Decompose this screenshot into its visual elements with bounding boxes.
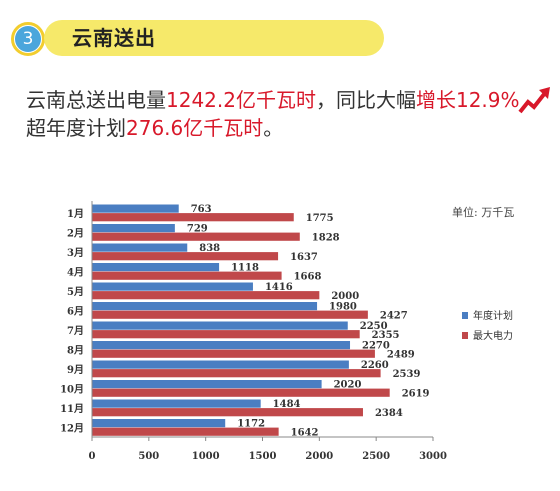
plan-bar (92, 399, 261, 408)
headline-surplus-value: 276.6亿千瓦时 (126, 116, 264, 140)
section-title: 云南送出 (72, 26, 156, 50)
plan-bar (92, 302, 318, 311)
headline-text: 。 (263, 116, 284, 140)
section-header-bar (44, 20, 384, 56)
plan-bar (92, 380, 322, 389)
category-label: 2月 (67, 227, 84, 239)
max-power-bar (92, 349, 375, 358)
plan-value-label: 1484 (273, 399, 301, 410)
plan-bar (92, 243, 188, 252)
plan-bar (92, 360, 349, 369)
max-power-value-label: 2619 (402, 388, 430, 399)
plan-value-label: 838 (199, 243, 220, 254)
max-power-value-label: 1668 (294, 271, 322, 282)
max-power-value-label: 1637 (290, 252, 318, 263)
category-label: 10月 (60, 383, 84, 395)
max-power-bar (92, 291, 320, 300)
max-power-value-label: 2489 (387, 349, 415, 360)
headline-text: 超年度计划 (26, 116, 126, 140)
headline-growth-value: 增长12.9% (415, 88, 520, 112)
x-tick-label: 1500 (249, 451, 277, 462)
max-power-value-label: 1642 (291, 427, 319, 438)
max-power-value-label: 2539 (393, 369, 421, 380)
plan-value-label: 1172 (237, 419, 265, 430)
max-power-value-label: 1775 (306, 213, 334, 224)
max-power-value-label: 2355 (372, 330, 400, 341)
plan-value-label: 1980 (329, 302, 357, 313)
x-tick-label: 3000 (419, 451, 447, 462)
section-number: 3 (15, 26, 41, 52)
plan-bar (92, 282, 253, 291)
x-tick-label: 500 (138, 451, 159, 462)
max-power-bar (92, 310, 368, 319)
headline-line-2: 超年度计划276.6亿千瓦时。 (26, 113, 283, 143)
category-label: 8月 (67, 344, 84, 356)
plan-value-label: 2250 (360, 321, 388, 332)
plan-value-label: 1118 (231, 263, 259, 274)
headline-total-value: 1242.2亿千瓦时 (166, 88, 316, 112)
legend-swatch (462, 332, 468, 339)
plan-bar (92, 321, 348, 330)
unit-label: 单位: 万千瓦 (452, 205, 514, 219)
max-power-bar (92, 252, 279, 261)
plan-bar (92, 204, 179, 213)
max-power-value-label: 2384 (375, 408, 403, 419)
category-label: 4月 (67, 266, 84, 278)
plan-value-label: 2260 (361, 360, 389, 371)
category-label: 11月 (60, 403, 84, 415)
upward-trend-arrow-icon (518, 87, 550, 114)
headline-text: 云南总送出电量 (26, 88, 166, 112)
plan-value-label: 763 (191, 204, 212, 215)
max-power-value-label: 2427 (380, 310, 408, 321)
max-power-value-label: 2000 (331, 291, 359, 302)
plan-bar (92, 263, 220, 272)
category-label: 9月 (67, 364, 84, 376)
plan-value-label: 2020 (334, 380, 362, 391)
category-label: 12月 (60, 422, 84, 434)
legend-label: 年度计划 (473, 309, 513, 322)
max-power-bar (92, 330, 360, 339)
headline-line-1: 云南总送出电量1242.2亿千瓦时，同比大幅增长12.9% (26, 85, 520, 115)
x-tick-label: 1000 (192, 451, 220, 462)
legend-label: 最大电力 (473, 329, 513, 342)
category-label: 3月 (67, 247, 84, 259)
x-tick-label: 2000 (305, 451, 333, 462)
plan-bar (92, 224, 175, 233)
category-label: 1月 (67, 208, 84, 220)
max-power-bar (92, 213, 294, 222)
plan-value-label: 1416 (265, 282, 293, 293)
plan-value-label: 2270 (362, 341, 390, 352)
plan-bar (92, 341, 351, 350)
x-tick-label: 0 (89, 451, 96, 462)
max-power-value-label: 1828 (312, 232, 340, 243)
max-power-bar (92, 408, 363, 417)
plan-value-label: 729 (187, 224, 208, 235)
max-power-bar (92, 369, 381, 378)
max-power-bar (92, 427, 279, 436)
x-tick-label: 2500 (362, 451, 390, 462)
plan-bar (92, 419, 226, 428)
max-power-bar (92, 232, 300, 241)
headline-text: ，同比大幅 (315, 88, 416, 112)
max-power-bar (92, 271, 282, 280)
category-label: 6月 (67, 305, 84, 317)
category-label: 7月 (67, 325, 84, 337)
max-power-bar (92, 388, 390, 397)
legend-swatch (462, 312, 468, 319)
section-number-badge: 3 (11, 22, 45, 56)
category-label: 5月 (67, 286, 84, 298)
